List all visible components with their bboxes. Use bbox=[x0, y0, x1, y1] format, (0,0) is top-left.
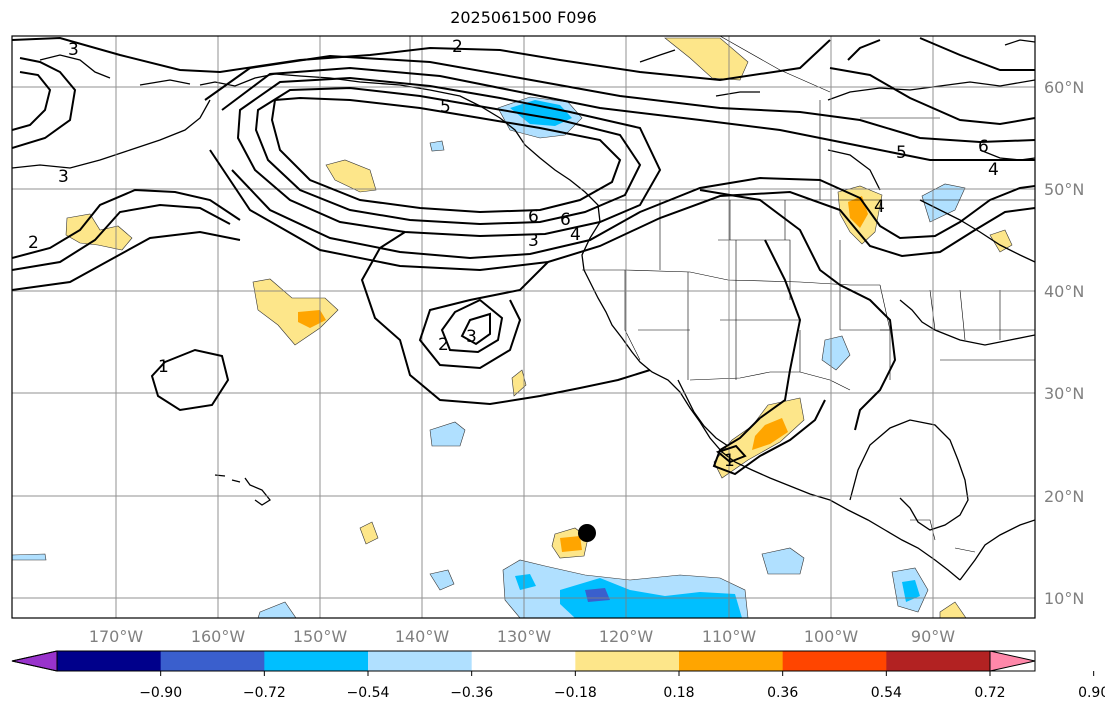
lon-label: 140°W bbox=[395, 627, 450, 646]
colorbar-extend-max bbox=[989, 650, 1036, 672]
colorbar-label: −0.18 bbox=[554, 685, 597, 701]
lon-label: 110°W bbox=[702, 627, 757, 646]
svg-text:3: 3 bbox=[528, 231, 539, 251]
lat-label: 50°N bbox=[1044, 180, 1084, 199]
svg-text:5: 5 bbox=[896, 143, 907, 163]
lat-label: 20°N bbox=[1044, 487, 1084, 506]
lon-label: 120°W bbox=[599, 627, 654, 646]
lon-label: 150°W bbox=[293, 627, 348, 646]
colorbar-segment bbox=[679, 651, 784, 671]
svg-text:6: 6 bbox=[528, 207, 539, 227]
lat-label: 60°N bbox=[1044, 78, 1084, 97]
svg-text:2: 2 bbox=[438, 335, 449, 355]
latitude-labels: 10°N 20°N 30°N 40°N 50°N 60°N bbox=[1044, 78, 1084, 608]
svg-text:2: 2 bbox=[452, 37, 463, 57]
colorbar-label: −0.54 bbox=[347, 685, 390, 701]
shaded-regions bbox=[12, 37, 1013, 618]
colorbar: −0.90 −0.72 −0.54 −0.36 −0.18 0.18 0.36 0.54 0.7… bbox=[11, 650, 1105, 701]
lat-label: 30°N bbox=[1044, 384, 1084, 403]
svg-text:3: 3 bbox=[68, 40, 79, 60]
colorbar-segment bbox=[160, 651, 265, 671]
lon-label: 160°W bbox=[191, 627, 246, 646]
longitude-labels: 170°W 160°W 150°W 140°W 130°W 120°W 110°… bbox=[89, 627, 955, 646]
map-frame bbox=[11, 35, 1036, 619]
lon-label: 100°W bbox=[804, 627, 859, 646]
colorbar-segment bbox=[575, 651, 680, 671]
svg-text:3: 3 bbox=[58, 167, 69, 187]
colorbar-segment bbox=[471, 651, 576, 671]
svg-text:2: 2 bbox=[28, 233, 39, 253]
colorbar-segment bbox=[886, 651, 991, 671]
colorbar-label: 0.18 bbox=[663, 685, 694, 701]
svg-text:4: 4 bbox=[874, 197, 885, 217]
colorbar-label: 0.72 bbox=[974, 685, 1005, 701]
lon-label: 170°W bbox=[89, 627, 144, 646]
colorbar-label: 0.36 bbox=[767, 685, 798, 701]
colorbar-segment bbox=[264, 651, 369, 671]
svg-text:1: 1 bbox=[158, 357, 169, 377]
map-title: 2025061500 F096 bbox=[450, 8, 597, 27]
lat-label: 40°N bbox=[1044, 282, 1084, 301]
lat-label: 10°N bbox=[1044, 589, 1084, 608]
lon-label: 130°W bbox=[497, 627, 552, 646]
contour-lines bbox=[12, 36, 1035, 476]
colorbar-label: 0.90 bbox=[1078, 685, 1105, 701]
colorbar-segment bbox=[368, 651, 473, 671]
coastlines bbox=[12, 39, 1035, 581]
svg-text:1: 1 bbox=[724, 451, 735, 471]
contour-labels: 2 5 6 3 6 4 2 3 2 3 1 5 6 4 4 3 1 bbox=[28, 37, 999, 471]
graticule bbox=[12, 36, 1035, 618]
colorbar-label: −0.72 bbox=[243, 685, 286, 701]
colorbar-extend-min bbox=[11, 650, 58, 672]
colorbar-label: 0.54 bbox=[871, 685, 902, 701]
location-marker bbox=[578, 524, 596, 542]
colorbar-segment bbox=[782, 651, 887, 671]
svg-text:6: 6 bbox=[978, 137, 989, 157]
colorbar-label: −0.90 bbox=[139, 685, 182, 701]
svg-text:6: 6 bbox=[560, 210, 571, 230]
lon-label: 90°W bbox=[911, 627, 955, 646]
map-plot: 2 5 6 3 6 4 2 3 2 3 1 5 6 4 4 3 1 bbox=[12, 36, 1035, 618]
svg-text:4: 4 bbox=[988, 160, 999, 180]
svg-text:4: 4 bbox=[570, 225, 581, 245]
colorbar-segment bbox=[57, 651, 162, 671]
svg-text:5: 5 bbox=[440, 97, 451, 117]
colorbar-label: −0.36 bbox=[450, 685, 493, 701]
svg-text:3: 3 bbox=[466, 327, 477, 347]
